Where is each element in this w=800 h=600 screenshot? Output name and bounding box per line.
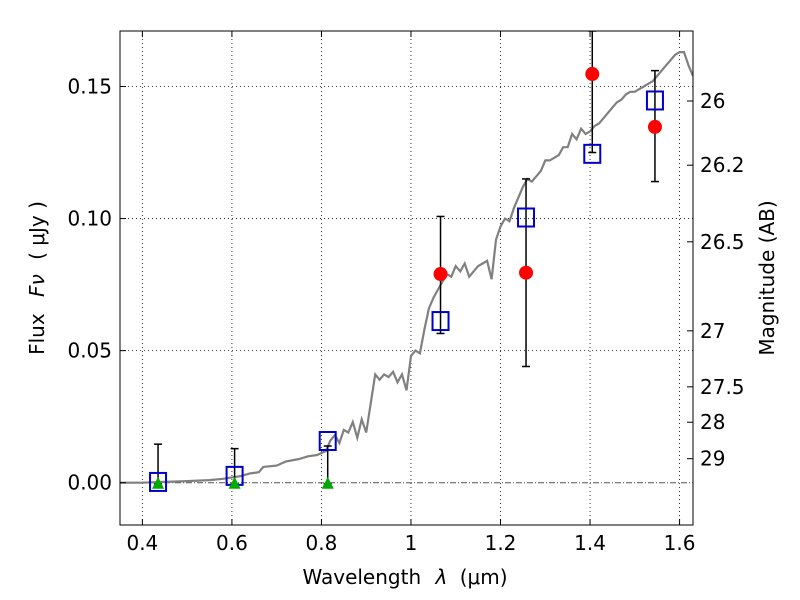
x-axis-title-symbol: λ: [435, 565, 448, 589]
x-tick-label: 1.4: [574, 531, 606, 555]
x-tick-label: 0.4: [126, 531, 158, 555]
y-axis-title-unit: ( μJy ): [25, 201, 49, 260]
model-flux-square: [431, 311, 450, 332]
upper-limit-triangle: [152, 476, 165, 489]
y-tick-label: 0.15: [67, 74, 112, 98]
y2-tick-label: 26.2: [700, 153, 745, 177]
x-axis-title-unit: (μm): [460, 565, 508, 589]
x-axis-title-text: Wavelength: [302, 565, 421, 589]
plot-area: [120, 31, 693, 492]
x-tick-label: 0.6: [216, 531, 248, 555]
y2-tick-label: 26.5: [700, 230, 745, 254]
model-flux-square: [149, 471, 168, 492]
model-flux-square: [583, 143, 602, 164]
y-tick-label: 0.00: [67, 471, 112, 495]
upper-limit-triangle: [228, 476, 241, 489]
model-flux-square: [645, 90, 664, 111]
x-axis-title: Wavelength λ (μm): [302, 565, 507, 589]
y2-tick-label: 28: [700, 410, 725, 434]
model-flux-square: [318, 430, 337, 451]
y2-axis-title: Magnitude (AB): [755, 200, 779, 355]
model-flux-square: [517, 207, 536, 228]
x-tick-label: 0.8: [306, 531, 338, 555]
y-tick-label: 0.05: [67, 339, 112, 363]
detection-point: [519, 265, 534, 280]
x-tick-label: 1.6: [664, 531, 696, 555]
y2-tick-label: 27: [700, 319, 725, 343]
x-tick-label: 1.2: [485, 531, 517, 555]
detection-point: [647, 119, 662, 134]
y-axis-title: Flux Fν ( μJy ): [25, 201, 49, 355]
y2-tick-label: 26: [700, 89, 725, 113]
upper-limit-triangle: [321, 476, 334, 489]
y-tick-label: 0.10: [67, 207, 112, 231]
plot-frame: [119, 30, 694, 526]
y-axis-title-symbol: Fν: [25, 274, 49, 297]
y2-tick-label: 29: [700, 447, 725, 471]
y2-tick-label: 27.5: [700, 375, 745, 399]
y-axis-title-text: Flux: [25, 313, 49, 355]
x-tick-label: 1: [405, 531, 418, 555]
plot-series-group: [120, 31, 693, 492]
detection-point: [585, 67, 600, 82]
detection-point: [433, 267, 448, 282]
ticks: 0.4 0.6 0.8 1 1.2 1.4 1.6 0.00 0.05 0.10 0.15 26 26.…: [67, 31, 745, 555]
